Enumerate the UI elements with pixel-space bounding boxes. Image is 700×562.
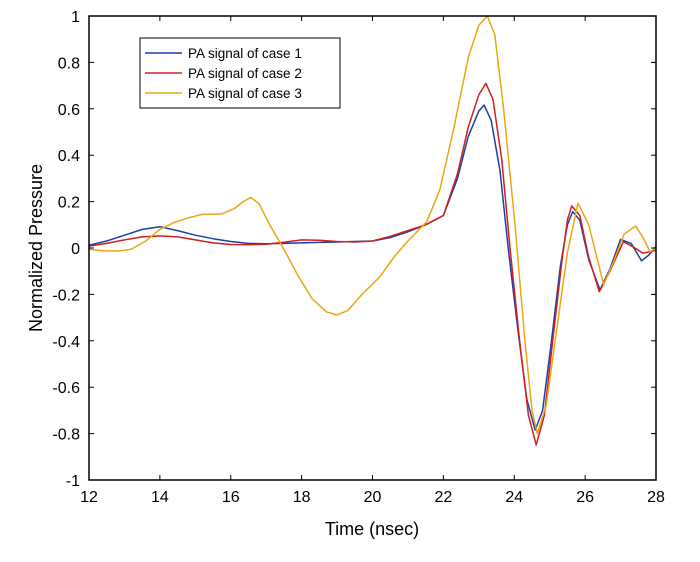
y-tick-label: -0.6 bbox=[52, 380, 80, 397]
y-axis-label: Normalized Pressure bbox=[26, 164, 46, 332]
x-tick-label: 28 bbox=[647, 489, 665, 506]
x-tick-label: 14 bbox=[151, 489, 169, 506]
legend-label-case-1: PA signal of case 1 bbox=[188, 46, 302, 61]
y-tick-label: -0.2 bbox=[52, 287, 80, 304]
x-axis: 12 14 16 18 20 22 24 26 28 bbox=[80, 16, 665, 506]
legend-label-case-2: PA signal of case 2 bbox=[188, 66, 302, 81]
series-line-case-2 bbox=[88, 82, 657, 446]
series-line-case-3 bbox=[88, 15, 657, 435]
y-tick-label: 0.8 bbox=[58, 55, 80, 72]
y-tick-label: 1 bbox=[71, 9, 80, 26]
x-axis-label: Time (nsec) bbox=[325, 519, 419, 539]
x-tick-label: 22 bbox=[434, 489, 452, 506]
legend: PA signal of case 1 PA signal of case 2 PA… bbox=[139, 37, 341, 109]
x-tick-label: 12 bbox=[80, 489, 98, 506]
legend-label-case-3: PA signal of case 3 bbox=[188, 86, 302, 101]
y-tick-label: 0.2 bbox=[58, 195, 80, 212]
x-tick-label: 20 bbox=[364, 489, 382, 506]
x-tick-label: 18 bbox=[293, 489, 311, 506]
x-tick-label: 16 bbox=[222, 489, 240, 506]
y-tick-label: 0.4 bbox=[58, 148, 80, 165]
series-layer bbox=[88, 15, 657, 446]
x-tick-label: 26 bbox=[576, 489, 594, 506]
y-tick-label: 0.6 bbox=[58, 102, 80, 119]
y-tick-label: -0.4 bbox=[52, 334, 80, 351]
y-axis: -1 -0.8 -0.6 -0.4 -0.2 0 0.2 0.4 0.6 0.8 1 bbox=[52, 9, 656, 490]
y-tick-label: -1 bbox=[66, 473, 80, 490]
x-tick-label: 24 bbox=[505, 489, 523, 506]
y-tick-label: 0 bbox=[71, 241, 80, 258]
y-tick-label: -0.8 bbox=[52, 427, 80, 444]
